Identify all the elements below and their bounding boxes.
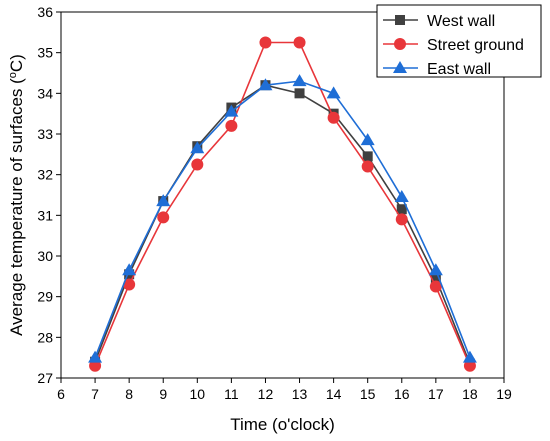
x-tick-label: 9 <box>159 386 167 402</box>
legend-item-street-ground: Street ground <box>383 37 524 54</box>
x-tick-label: 18 <box>462 386 478 402</box>
y-axis-title-superscript: o <box>7 72 19 78</box>
data-point-street-ground <box>89 359 102 372</box>
data-point-street-ground <box>293 36 306 49</box>
data-point-street-ground <box>395 213 408 226</box>
legend-marker <box>393 61 407 73</box>
data-point-west-wall <box>430 273 441 284</box>
x-tick-label: 16 <box>394 386 410 402</box>
data-point-east-wall <box>326 86 341 99</box>
y-tick-label: 35 <box>37 45 53 61</box>
x-tick-label: 15 <box>360 386 376 402</box>
plot-frame <box>60 11 505 379</box>
legend-label: Street ground <box>427 37 524 54</box>
series-line-street-ground <box>94 41 471 367</box>
data-point-street-ground <box>157 211 170 224</box>
y-tick-label: 27 <box>37 370 53 386</box>
data-point-street-ground <box>463 359 476 372</box>
data-point-street-ground <box>225 119 238 132</box>
data-point-east-wall <box>394 190 409 203</box>
data-point-street-ground <box>259 36 272 49</box>
data-point-east-wall <box>428 263 443 276</box>
x-tick-label: 7 <box>91 386 99 402</box>
data-point-street-ground <box>361 160 374 173</box>
x-tick-label: 17 <box>428 386 444 402</box>
y-axis-title-unit: C) <box>7 54 26 72</box>
data-point-east-wall <box>224 104 239 117</box>
plot-area: 6 7 8 9 10 11 12 13 14 15 16 17 18 19 27 28 29 30 31 32 33 3… <box>37 4 512 402</box>
y-axis-title: Average temperature of surfaces (oC) <box>7 54 26 336</box>
data-point-west-wall <box>294 88 305 99</box>
y-tick-label: 31 <box>37 207 53 223</box>
legend-label: West wall <box>427 13 495 30</box>
y-tick-label: 29 <box>37 289 53 305</box>
y-tick-label: 30 <box>37 248 53 264</box>
x-tick-label: 8 <box>125 386 133 402</box>
series-line-east-wall <box>94 80 471 358</box>
data-point-street-ground <box>191 158 204 171</box>
data-point-east-wall <box>462 350 477 363</box>
legend: West wall Street ground East wall <box>376 4 542 78</box>
x-tick-label: 10 <box>190 386 206 402</box>
data-point-street-ground <box>327 111 340 124</box>
x-tick-label: 12 <box>258 386 274 402</box>
legend-marker <box>394 38 406 50</box>
y-axis: 27 28 29 30 31 32 33 34 35 36 <box>37 4 61 386</box>
data-point-west-wall <box>362 151 373 162</box>
data-point-east-wall <box>258 78 273 91</box>
y-tick-label: 32 <box>37 167 53 183</box>
y-tick-label: 33 <box>37 126 53 142</box>
y-axis-title-main: Average temperature of surfaces ( <box>7 78 26 336</box>
legend-marker <box>395 15 405 25</box>
data-point-street-ground <box>429 280 442 293</box>
data-point-east-wall <box>156 194 171 207</box>
legend-label: East wall <box>427 61 491 78</box>
x-tick-label: 13 <box>292 386 308 402</box>
x-tick-label: 6 <box>57 386 65 402</box>
data-point-street-ground <box>123 278 136 291</box>
x-tick-label: 14 <box>326 386 342 402</box>
x-tick-label: 11 <box>224 386 239 402</box>
y-tick-label: 36 <box>37 4 53 20</box>
y-tick-label: 34 <box>37 85 53 101</box>
series-layer <box>88 36 477 372</box>
data-point-east-wall <box>360 133 375 146</box>
y-tick-label: 28 <box>37 329 53 345</box>
data-point-east-wall <box>292 74 307 87</box>
data-point-east-wall <box>88 350 103 363</box>
x-axis: 6 7 8 9 10 11 12 13 14 15 16 17 18 19 <box>57 378 512 402</box>
x-axis-title: Time (o'clock) <box>230 415 335 434</box>
data-point-east-wall <box>190 141 205 154</box>
data-point-east-wall <box>122 263 137 276</box>
legend-item-east-wall: East wall <box>383 61 491 78</box>
data-point-west-wall <box>396 204 407 215</box>
x-tick-label: 19 <box>496 386 512 402</box>
legend-item-west-wall: West wall <box>383 13 495 30</box>
